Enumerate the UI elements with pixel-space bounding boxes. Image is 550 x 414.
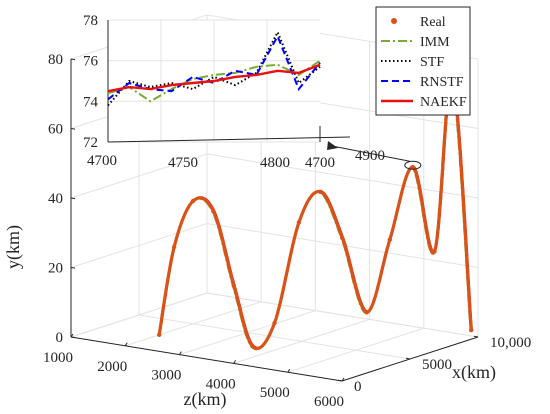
z-tick-label: 1000	[43, 350, 73, 366]
y-tick-label: 80	[48, 52, 63, 68]
axis-labels: y(km) z(km) x(km)	[3, 225, 496, 410]
zoom-arrow-head	[327, 141, 338, 150]
real-data-point	[231, 283, 236, 288]
z-axis-label: z(km)	[184, 389, 227, 410]
legend-label-real: Real	[420, 15, 446, 30]
real-data-point	[410, 165, 415, 170]
x-tick-mark	[337, 379, 343, 382]
inset-series-imm	[107, 59, 321, 103]
z-tick-mark	[341, 377, 345, 382]
y-tick-label: 40	[48, 191, 63, 207]
x-tick-mark	[473, 335, 479, 338]
inset-x-tick-label: 4800	[260, 155, 290, 171]
z-tick-mark	[178, 351, 182, 355]
zoom-arrow-line	[331, 145, 410, 162]
real-data-point	[432, 249, 437, 254]
series-line-real	[157, 74, 473, 351]
y-tick-label: 20	[48, 261, 63, 277]
y-axis-label: y(km)	[3, 225, 24, 269]
inset-series-rnstf	[107, 33, 321, 101]
x-tick-label: 0	[354, 379, 362, 395]
y-tick-label: 0	[56, 330, 64, 346]
real-data-point	[211, 209, 216, 214]
y-tick-mark	[70, 128, 76, 130]
x-axis-label: x(km)	[452, 362, 496, 383]
y-tick-label: 60	[48, 122, 63, 138]
legend-marker-real	[391, 18, 397, 24]
z-tick-label: 6000	[314, 394, 344, 410]
x-tick-mark	[405, 357, 411, 360]
z-tick-label: 3000	[151, 368, 181, 384]
z-axis-line	[70, 336, 343, 382]
inset-series-naekf	[107, 63, 321, 93]
inset-y-tick-label: 76	[83, 54, 99, 70]
trajectory-series	[157, 74, 474, 351]
z-tick-mark	[70, 333, 74, 338]
inset-y-tick-label: 78	[83, 13, 98, 29]
x-tick-label: 5000	[422, 357, 452, 373]
legend-label-stf: STF	[420, 55, 444, 70]
z-tick-label: 5000	[260, 385, 290, 401]
legend-label-imm: IMM	[420, 35, 450, 50]
real-data-point	[171, 244, 177, 250]
real-data-point	[272, 320, 277, 326]
z-tick-label: 4000	[206, 376, 236, 392]
tick-labels: 0 20 40 60 80 1000 2000 3000 4000 5000 6000 0 5000 10…	[43, 52, 531, 410]
inset-x-tick-label: 4750	[168, 155, 198, 171]
legend-label-rnstf: RNSTF	[420, 75, 464, 90]
inset-x-tick-label: 4700	[87, 153, 117, 169]
inset-y-tick-label: 72	[83, 135, 98, 151]
inset-x-tick-label: 4700	[305, 155, 335, 171]
y-tick-mark	[70, 267, 76, 269]
inset-zoom-plot: 72 74 76 78 4700 4750 4800 4700 4900	[83, 13, 385, 171]
gridline-y	[70, 222, 479, 268]
real-data-point	[469, 327, 474, 333]
real-data-point	[318, 189, 323, 195]
real-data-point	[387, 237, 392, 242]
y-tick-mark	[70, 58, 76, 61]
inset-x-tick-label: 4900	[355, 148, 385, 164]
y-tick-mark	[70, 336, 76, 339]
legend-label-naekf: NAEKF	[420, 95, 467, 110]
real-data-point	[157, 332, 162, 337]
zoom-region-marker	[404, 160, 422, 170]
y-tick-mark	[70, 197, 76, 200]
z-tick-mark	[233, 360, 237, 364]
legend: Real IMM STF RNSTF NAEKF	[375, 6, 471, 116]
z-tick-mark	[287, 368, 291, 373]
real-data-point	[364, 310, 369, 315]
z-tick-label: 2000	[97, 359, 127, 375]
inset-depth-axis	[107, 136, 351, 143]
real-data-point	[190, 198, 196, 204]
legend-box	[375, 6, 471, 116]
real-data-point	[296, 220, 302, 225]
real-data-point	[250, 344, 255, 349]
z-tick-mark	[124, 342, 128, 347]
real-data-point	[340, 235, 345, 241]
x-tick-label: 10,000	[490, 335, 531, 351]
inset-y-tick-label: 74	[83, 94, 99, 110]
